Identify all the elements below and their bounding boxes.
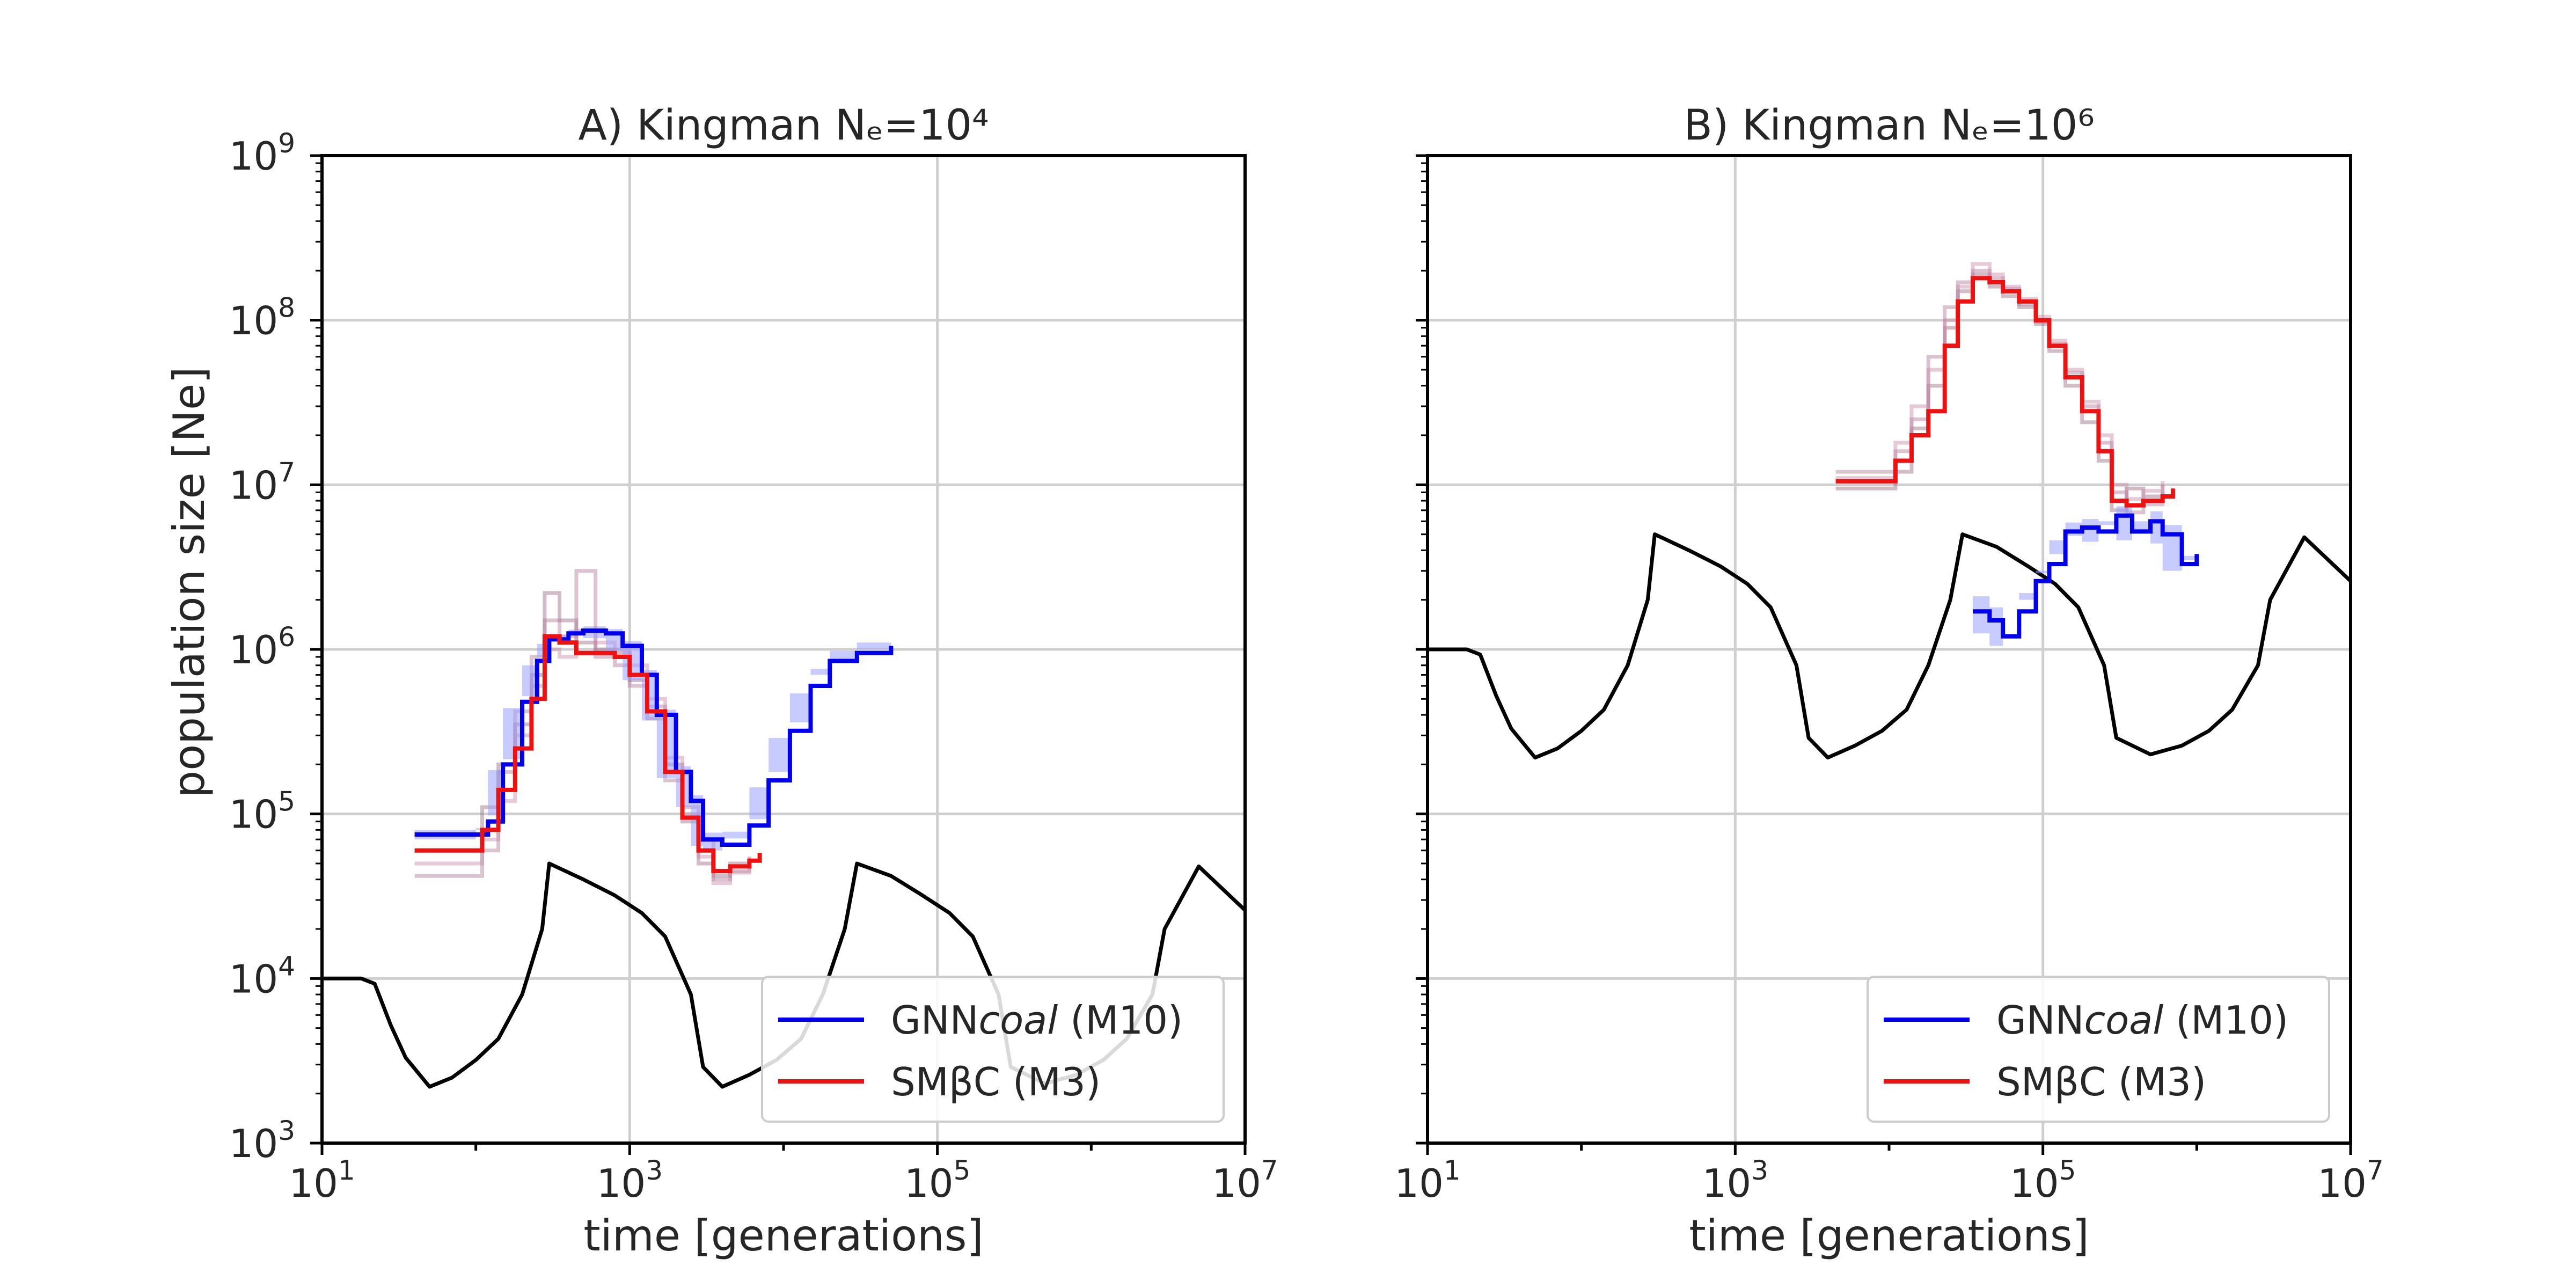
- panel-a-gnncoal-confidence-band: [414, 626, 891, 851]
- panel-b-smbc-line: [1835, 276, 2175, 508]
- panel-b-x-tick-label: 107: [2317, 1155, 2383, 1206]
- panel-a-smbc-replicate-line: [414, 628, 751, 885]
- panel-a-y-tick-label: 105: [229, 786, 295, 837]
- panel-b-legend-box: [1867, 976, 2330, 1123]
- panel-a-title: A) Kingman Nₑ=10⁴: [578, 101, 989, 150]
- panel-b-x-tick-label: 101: [1394, 1155, 1460, 1206]
- panel-b-gnncoal-confidence-band: [1972, 506, 2197, 646]
- panel-b-legend-label: GNNcoal (M10): [1996, 998, 2288, 1043]
- panel-a-plot-area: [322, 569, 1245, 1089]
- panel-a-x-tick-label: 107: [1212, 1155, 1278, 1206]
- panel-b-legend-label: SMβC (M3): [1996, 1059, 2206, 1104]
- panel-a-legend-label: GNNcoal (M10): [891, 998, 1183, 1043]
- panel-a-x-tick-label: 101: [289, 1155, 355, 1206]
- panel-a-y-tick-label: 104: [229, 950, 295, 1001]
- panel-b-legend: GNNcoal (M10) SMβC (M3): [1867, 976, 2330, 1123]
- panel-b-gnncoal-line: [1973, 513, 2199, 639]
- panel-a-x-axis-label: time [generations]: [583, 1211, 983, 1261]
- panel-a-x-tick-label: 105: [904, 1155, 970, 1206]
- panel-a-legend: GNNcoal (M10) SMβC (M3): [761, 976, 1225, 1123]
- panel-b-x-tick-label: 103: [1702, 1155, 1768, 1206]
- panel-a-y-tick-label: 109: [229, 128, 295, 179]
- panel-a-smbc-line: [414, 634, 762, 873]
- panel-a-legend-box: [761, 976, 1225, 1123]
- panel-a-y-tick-label: 107: [229, 457, 295, 508]
- panel-a-y-tick-label: 106: [229, 621, 295, 672]
- y-axis-label: population size [Ne]: [164, 367, 214, 797]
- panel-a-y-tick-label: 103: [229, 1115, 295, 1166]
- panel-a-legend-label: SMβC (M3): [891, 1059, 1101, 1104]
- panel-b-x-axis-label: time [generations]: [1689, 1211, 2089, 1261]
- panel-b-plot-area: [1428, 262, 2351, 760]
- panel-b-axes-frame: [1426, 154, 2352, 1145]
- panel-a-x-tick-label: 103: [597, 1155, 663, 1206]
- panel-a-axes-frame: [320, 154, 1247, 1145]
- panel-a-y-tick-label: 108: [229, 292, 295, 343]
- panel-b-title: B) Kingman Nₑ=10⁶: [1684, 101, 2094, 150]
- panel-b-true-size-line: [1428, 532, 2351, 760]
- panel-b-x-tick-label: 105: [2010, 1155, 2076, 1206]
- panel-b: 101 103 105 107 B) Kingman Nₑ=10⁶ time [gener…: [1394, 101, 2383, 1261]
